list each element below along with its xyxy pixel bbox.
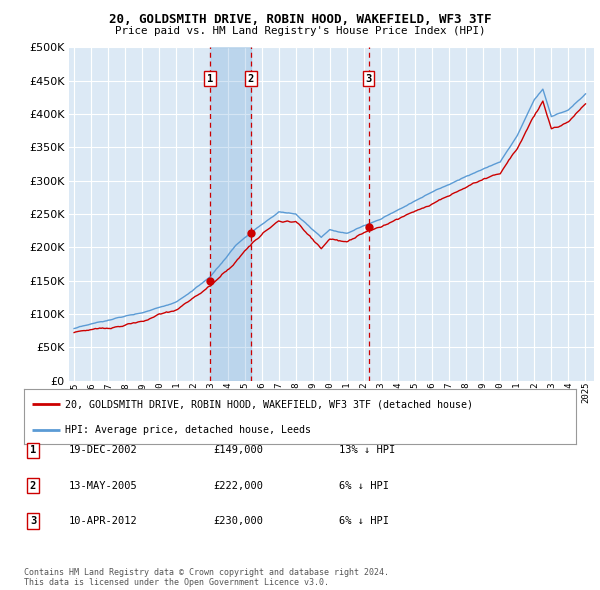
Text: HPI: Average price, detached house, Leeds: HPI: Average price, detached house, Leed… — [65, 425, 311, 435]
Text: 13-MAY-2005: 13-MAY-2005 — [69, 481, 138, 490]
Text: 20, GOLDSMITH DRIVE, ROBIN HOOD, WAKEFIELD, WF3 3TF (detached house): 20, GOLDSMITH DRIVE, ROBIN HOOD, WAKEFIE… — [65, 399, 473, 409]
Text: 20, GOLDSMITH DRIVE, ROBIN HOOD, WAKEFIELD, WF3 3TF: 20, GOLDSMITH DRIVE, ROBIN HOOD, WAKEFIE… — [109, 13, 491, 26]
Text: 10-APR-2012: 10-APR-2012 — [69, 516, 138, 526]
Text: Price paid vs. HM Land Registry's House Price Index (HPI): Price paid vs. HM Land Registry's House … — [115, 26, 485, 36]
Text: 2: 2 — [30, 481, 36, 490]
Text: £230,000: £230,000 — [213, 516, 263, 526]
Text: £222,000: £222,000 — [213, 481, 263, 490]
Text: Contains HM Land Registry data © Crown copyright and database right 2024.
This d: Contains HM Land Registry data © Crown c… — [24, 568, 389, 587]
Text: 19-DEC-2002: 19-DEC-2002 — [69, 445, 138, 455]
Text: 6% ↓ HPI: 6% ↓ HPI — [339, 481, 389, 490]
Text: 13% ↓ HPI: 13% ↓ HPI — [339, 445, 395, 455]
Text: 3: 3 — [30, 516, 36, 526]
Text: 3: 3 — [365, 74, 372, 84]
Text: 2: 2 — [248, 74, 254, 84]
Text: £149,000: £149,000 — [213, 445, 263, 455]
Text: 1: 1 — [207, 74, 213, 84]
Text: 1: 1 — [30, 445, 36, 455]
Text: 6% ↓ HPI: 6% ↓ HPI — [339, 516, 389, 526]
Bar — [210, 47, 251, 381]
